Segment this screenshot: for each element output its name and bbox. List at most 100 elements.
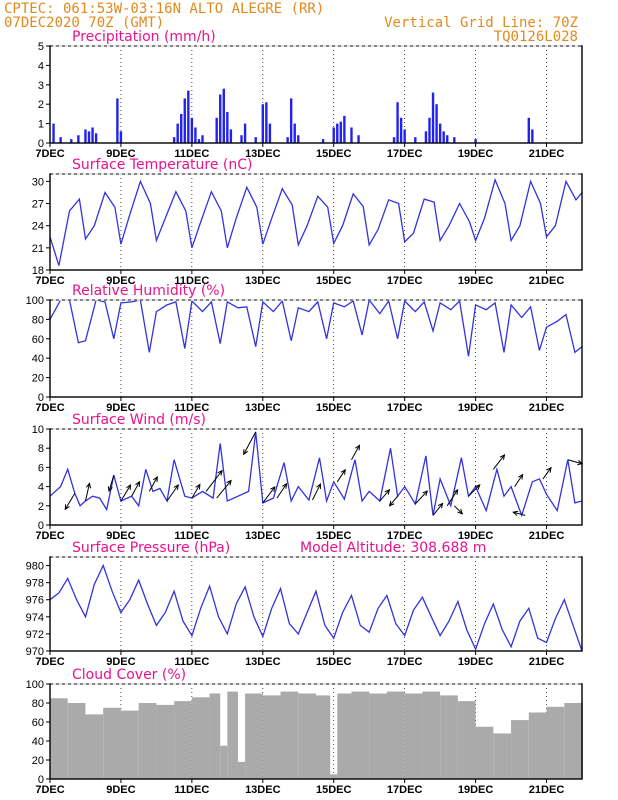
precip-bar bbox=[336, 123, 339, 143]
x-tick-label: 7DEC bbox=[35, 402, 64, 414]
x-tick-label: 19DEC bbox=[458, 656, 494, 668]
cloud-bar bbox=[298, 693, 316, 779]
wind-arrow bbox=[567, 459, 584, 466]
precip-bar bbox=[176, 123, 179, 143]
y-tick-label: 100 bbox=[26, 295, 44, 307]
x-tick-label: 15DEC bbox=[316, 784, 352, 796]
y-tick-label: 0 bbox=[38, 774, 44, 786]
wind-arrow bbox=[414, 490, 429, 505]
precip-bar bbox=[84, 129, 87, 143]
x-tick-label: 19DEC bbox=[458, 148, 494, 160]
cloud-bar bbox=[457, 701, 476, 779]
wind-arrow bbox=[166, 484, 179, 502]
cloud-title: Cloud Cover (%) bbox=[72, 667, 186, 683]
x-tick-label: 19DEC bbox=[458, 275, 494, 287]
y-tick-label: 6 bbox=[38, 462, 44, 474]
precip-bar bbox=[215, 117, 218, 143]
x-tick-label: 13DEC bbox=[245, 656, 281, 668]
precip-bar bbox=[332, 127, 335, 143]
precip-bar bbox=[94, 133, 98, 143]
x-tick-label: 13DEC bbox=[245, 784, 281, 796]
y-tick-label: 20 bbox=[32, 755, 44, 767]
y-tick-label: 10 bbox=[32, 424, 44, 436]
y-tick-label: 1 bbox=[38, 119, 44, 131]
x-tick-label: 19DEC bbox=[458, 402, 494, 414]
x-tick-label: 17DEC bbox=[387, 784, 423, 796]
precip-bar bbox=[446, 135, 449, 143]
x-tick-label: 17DEC bbox=[387, 402, 423, 414]
y-tick-label: 24 bbox=[32, 221, 44, 233]
y-tick-label: 20 bbox=[32, 373, 44, 385]
precip-bar bbox=[201, 135, 204, 143]
wind-arrow bbox=[131, 480, 141, 497]
wind-arrow bbox=[64, 493, 76, 511]
cloud-bar bbox=[404, 693, 423, 779]
precip-bar bbox=[219, 94, 222, 143]
x-tick-label: 13DEC bbox=[245, 148, 281, 160]
y-tick-label: 4 bbox=[38, 60, 44, 72]
cloud-bar bbox=[174, 701, 192, 779]
cloud-bar bbox=[220, 745, 228, 779]
rh-title: Relative Humidity (%) bbox=[72, 283, 225, 299]
wind-arrow bbox=[351, 444, 361, 460]
wind-arrow bbox=[148, 475, 158, 492]
precip-bar bbox=[187, 90, 190, 143]
precip-bar bbox=[229, 129, 233, 143]
precip-bar bbox=[293, 123, 296, 143]
y-tick-label: 21 bbox=[32, 243, 44, 255]
precip-bar bbox=[180, 113, 183, 143]
y-tick-label: 40 bbox=[32, 353, 44, 365]
cloud-bar bbox=[386, 691, 405, 779]
wind-arrow bbox=[379, 488, 391, 502]
cloud-bar bbox=[511, 720, 529, 779]
y-tick-label: 8 bbox=[38, 443, 44, 455]
cloud-bar bbox=[330, 774, 338, 779]
x-tick-label: 11DEC bbox=[174, 148, 209, 160]
y-tick-label: 30 bbox=[32, 176, 44, 188]
x-tick-label: 21DEC bbox=[529, 784, 565, 796]
precip-bar bbox=[531, 129, 534, 143]
precip-title: Precipitation (mm/h) bbox=[72, 29, 216, 45]
x-tick-label: 9DEC bbox=[106, 402, 135, 414]
precip-bar bbox=[226, 111, 229, 143]
x-tick-label: 15DEC bbox=[316, 656, 352, 668]
wind-arrow bbox=[276, 482, 288, 499]
wind-title: Surface Wind (m/s) bbox=[72, 412, 206, 428]
wind-arrow bbox=[191, 483, 201, 499]
precip-bar bbox=[52, 123, 55, 143]
precip-bar bbox=[194, 127, 197, 143]
cloud-bar bbox=[209, 693, 221, 779]
pressure-title: Surface Pressure (hPa) bbox=[72, 540, 230, 556]
precip-bar bbox=[91, 127, 94, 143]
precip-bar bbox=[399, 117, 403, 143]
x-tick-label: 13DEC bbox=[245, 275, 281, 287]
precip-bar bbox=[442, 131, 445, 143]
y-tick-label: 3 bbox=[38, 80, 44, 92]
cloud-bar bbox=[564, 703, 582, 779]
precip-bar bbox=[357, 135, 360, 143]
precip-bar bbox=[289, 98, 293, 143]
cloud-bar bbox=[440, 695, 458, 779]
x-tick-label: 11DEC bbox=[174, 275, 209, 287]
y-tick-label: 80 bbox=[32, 698, 44, 710]
precip-frame bbox=[49, 45, 583, 144]
x-tick-label: 17DEC bbox=[387, 530, 423, 542]
cloud-bar bbox=[156, 704, 175, 779]
x-tick-label: 21DEC bbox=[529, 530, 565, 542]
x-tick-label: 7DEC bbox=[35, 656, 64, 668]
x-tick-label: 7DEC bbox=[35, 148, 64, 160]
wind-panel: 0 2 4 6 8 10 7DEC 9DEC 11DEC 13DEC 15DEC 17DEC 19DEC… bbox=[32, 412, 584, 542]
precip-bar bbox=[183, 98, 186, 143]
y-tick-label: 100 bbox=[26, 679, 44, 691]
precip-bar bbox=[339, 121, 343, 143]
header-date: 07DEC2020 70Z (GMT) bbox=[4, 15, 164, 31]
x-tick-label: 15DEC bbox=[316, 402, 352, 414]
wind-frame bbox=[49, 428, 583, 526]
temperature-panel: 18 21 24 27 30 7DEC 9DEC 11DEC 13DEC 15DEC 17DEC 19… bbox=[32, 157, 583, 287]
header-grid-line: Vertical Grid Line: 70Z bbox=[384, 15, 578, 31]
x-tick-label: 15DEC bbox=[316, 530, 352, 542]
wind-arrow bbox=[468, 484, 481, 497]
cloud-bar bbox=[262, 695, 281, 779]
precip-bar bbox=[59, 137, 62, 143]
